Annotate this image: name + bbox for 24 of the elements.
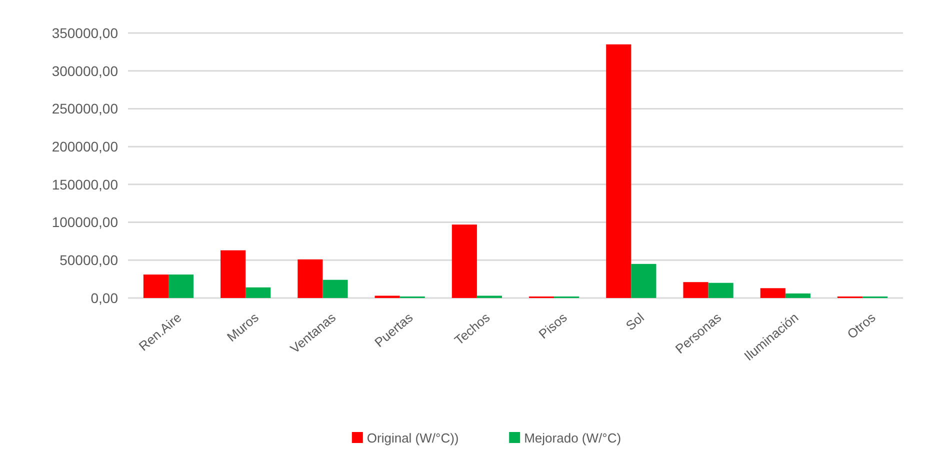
y-tick-label: 0,00 [90,290,118,306]
bar [322,280,348,298]
y-tick-label: 100000,00 [52,214,118,230]
bar [631,264,656,298]
bar [246,287,271,298]
y-tick-label: 150000,00 [52,176,118,192]
bar [785,293,810,298]
legend-label: Original (W/°C)) [366,430,459,446]
bar [168,274,194,298]
y-tick-label: 300000,00 [52,62,118,79]
legend-label: Mejorado (W/°C) [524,430,622,446]
bar [452,224,477,298]
y-tick-label: 200000,00 [52,138,118,154]
bar [683,282,708,298]
bar [298,259,323,298]
bar [708,282,734,298]
y-tick-label: 350000,00 [52,24,118,41]
bar [606,44,632,298]
y-tick-label: 250000,00 [52,100,118,117]
y-tick-label: 50000,00 [60,252,118,268]
bar [220,250,246,298]
x-tick-label: Sol [622,310,648,334]
bar [760,288,786,298]
bar [143,274,168,298]
